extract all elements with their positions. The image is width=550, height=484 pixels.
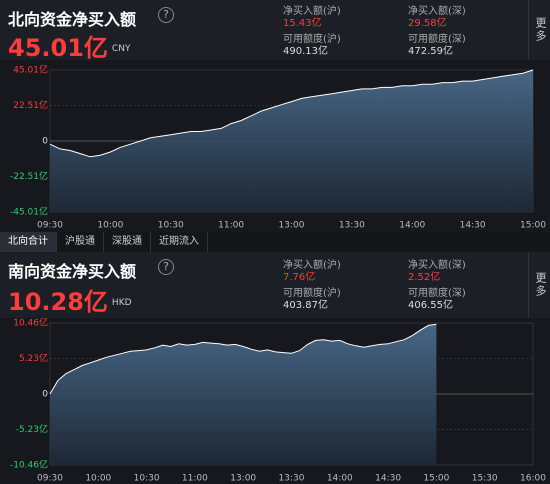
x-tick-label: 13:00 bbox=[230, 474, 256, 484]
headline-value: 10.28亿 bbox=[8, 288, 108, 316]
x-tick-label: 10:00 bbox=[85, 474, 111, 484]
currency: HKD bbox=[111, 298, 132, 308]
x-tick-label: 13:30 bbox=[279, 474, 305, 484]
stat-value: 7.76亿 bbox=[283, 272, 316, 283]
stat-label: 可用额度(深) bbox=[408, 34, 466, 45]
x-tick-label: 14:00 bbox=[327, 474, 353, 484]
y-tick-label: 0 bbox=[42, 390, 48, 400]
headline-value: 45.01亿 bbox=[8, 34, 108, 62]
y-tick-label: 22.51亿 bbox=[13, 99, 48, 111]
y-tick-label: 5.23亿 bbox=[19, 352, 48, 364]
y-tick-label: 45.01亿 bbox=[13, 64, 48, 76]
stat-label: 可用额度(深) bbox=[408, 288, 466, 299]
x-tick-label: 11:00 bbox=[218, 221, 244, 231]
tab[interactable]: 北向合计 bbox=[0, 232, 57, 252]
stat-label: 可用额度(沪) bbox=[283, 288, 341, 299]
x-tick-label: 13:30 bbox=[339, 221, 365, 231]
y-tick-label: 10.46亿 bbox=[13, 318, 48, 329]
y-tick-label: -22.51亿 bbox=[10, 170, 48, 182]
x-tick-label: 15:30 bbox=[472, 474, 498, 484]
area bbox=[50, 70, 533, 212]
tab[interactable]: 沪股通 bbox=[57, 232, 104, 252]
x-tick-label: 14:30 bbox=[375, 474, 401, 484]
y-tick-label: -45.01亿 bbox=[10, 206, 48, 218]
x-tick-label: 09:30 bbox=[37, 474, 63, 484]
x-tick-label: 16:00 bbox=[520, 474, 546, 484]
tab-bar: 北向合计 沪股通 深股通 近期流入 bbox=[0, 232, 550, 252]
y-tick-label: -10.46亿 bbox=[10, 459, 48, 471]
x-tick-label: 14:30 bbox=[460, 221, 486, 231]
stat-value: 403.87亿 bbox=[283, 300, 328, 311]
x-tick-label: 13:00 bbox=[279, 221, 305, 231]
currency: CNY bbox=[111, 44, 131, 54]
stat-label: 净买入额(深) bbox=[408, 6, 466, 17]
more-button[interactable]: 更多 bbox=[528, 0, 550, 60]
panel-title: 南向资金净买入额 bbox=[8, 262, 137, 281]
panel-title: 北向资金净买入额 bbox=[8, 10, 137, 29]
stat-value: 29.58亿 bbox=[408, 18, 447, 29]
stat-value: 490.13亿 bbox=[283, 46, 328, 57]
stat-label: 净买入额(沪) bbox=[283, 260, 341, 271]
y-tick-label: 0 bbox=[42, 137, 48, 147]
line bbox=[49, 323, 437, 395]
y-tick-label: -5.23亿 bbox=[16, 423, 48, 435]
stat-value: 406.55亿 bbox=[408, 300, 453, 311]
panel-header: 南向资金净买入额? 10.28亿 HKD 净买入额(沪) 7.76亿 净买入额(深) 2.5… bbox=[0, 252, 550, 318]
chart: 10.46亿 5.23亿 0 -5.23亿 -10.46亿 09:30 10:00 10:30… bbox=[10, 318, 546, 484]
line bbox=[49, 69, 534, 158]
stat-value: 2.52亿 bbox=[408, 272, 441, 283]
tab[interactable]: 深股通 bbox=[104, 232, 151, 252]
stat-label: 可用额度(沪) bbox=[283, 34, 341, 45]
x-tick-label: 14:00 bbox=[399, 221, 425, 231]
stat-label: 净买入额(深) bbox=[408, 260, 466, 271]
x-tick-label: 15:00 bbox=[520, 221, 546, 231]
x-tick-label: 11:00 bbox=[182, 474, 208, 484]
stat-value: 472.59亿 bbox=[408, 46, 453, 57]
stat-value: 15.43亿 bbox=[283, 18, 322, 29]
more-button[interactable]: 更多 bbox=[528, 252, 550, 318]
chart: 45.01亿 22.51亿 0 -22.51亿 -45.01亿 09:30 10:00 10:… bbox=[10, 64, 546, 231]
x-tick-label: 15:00 bbox=[423, 474, 449, 484]
x-tick-label: 10:30 bbox=[158, 221, 184, 231]
help-icon[interactable]: ? bbox=[158, 259, 174, 275]
tab[interactable]: 近期流入 bbox=[151, 232, 208, 252]
x-tick-label: 10:00 bbox=[97, 221, 123, 231]
x-tick-label: 10:30 bbox=[134, 474, 160, 484]
x-tick-label: 09:30 bbox=[37, 221, 63, 231]
area bbox=[50, 324, 437, 465]
panel-header: 北向资金净买入额? 45.01亿 CNY 净买入额(沪) 15.43亿 净买入额(深) 29… bbox=[0, 0, 550, 62]
help-icon[interactable]: ? bbox=[158, 7, 174, 23]
stat-label: 净买入额(沪) bbox=[283, 6, 341, 17]
